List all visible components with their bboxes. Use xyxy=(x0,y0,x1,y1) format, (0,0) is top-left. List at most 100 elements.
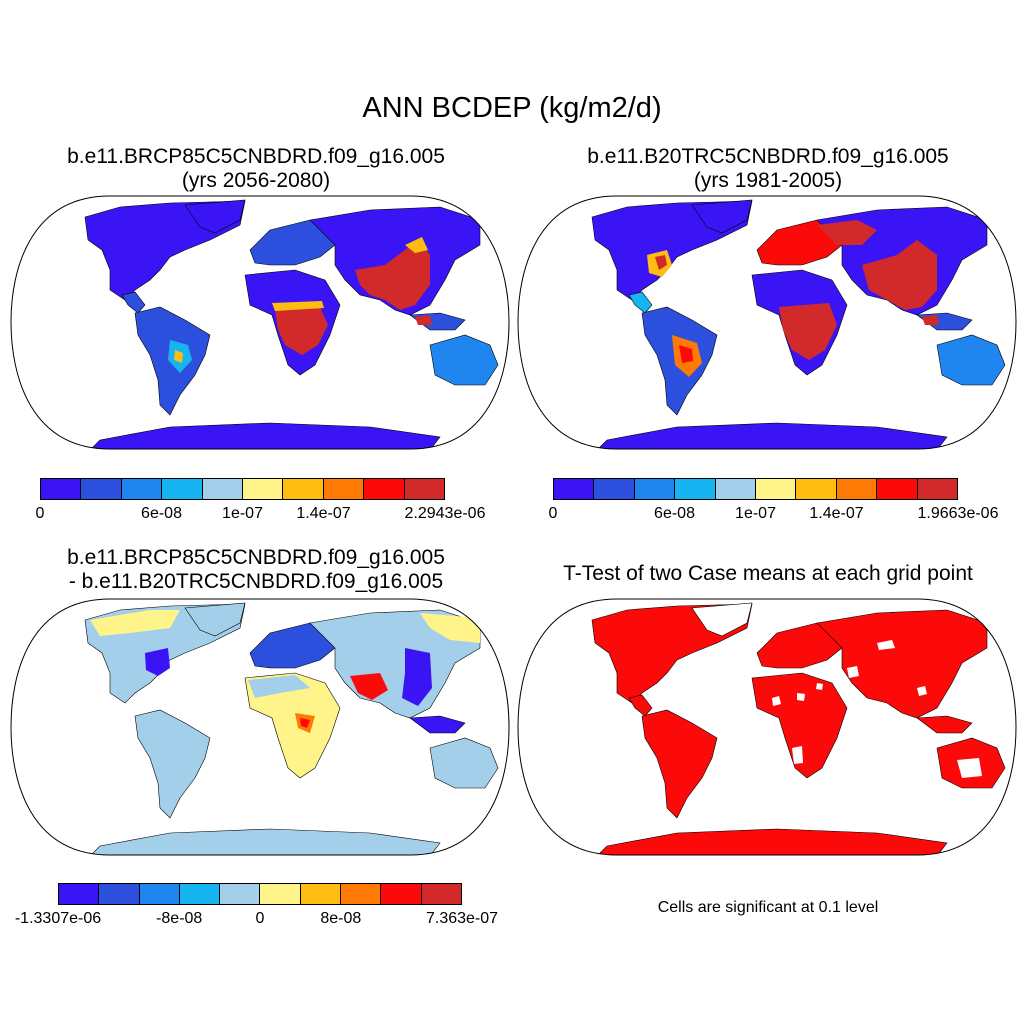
colorbar-present-tick: 1e-07 xyxy=(735,505,776,522)
map-ttest-frame xyxy=(517,598,1017,856)
colorbar-swatch xyxy=(220,884,261,904)
map-difference-na-north-pos xyxy=(90,610,180,636)
map-ttest-europe xyxy=(756,622,843,669)
colorbar-swatch xyxy=(836,479,878,499)
colorbar-swatch xyxy=(300,884,342,904)
colorbar-future-tick: 0 xyxy=(35,505,45,522)
colorbar-future: 0 6e-08 1e-07 1.4e-07 2.2943e-06 xyxy=(36,478,486,525)
map-present-europe xyxy=(756,219,843,266)
colorbar-swatch xyxy=(796,479,837,499)
colorbar-swatch xyxy=(202,479,244,499)
map-future-africa-hot xyxy=(275,307,328,355)
colorbar-swatch xyxy=(162,479,203,499)
figure-title: ANN BCDEP (kg/m2/d) xyxy=(362,92,662,124)
map-future-frame xyxy=(10,195,510,450)
map-future-greenland xyxy=(184,199,246,234)
map-future-sa-warm xyxy=(174,350,183,363)
colorbar-future-ticks: 0 6e-08 1e-07 1.4e-07 2.2943e-06 xyxy=(36,505,486,525)
map-ttest-central-america xyxy=(628,694,653,717)
map-future-central-america xyxy=(121,291,146,314)
colorbar-present-boxes xyxy=(553,478,958,500)
panel-future-title: b.e11.BRCP85C5CNBDRD.f09_g16.005 (yrs 20… xyxy=(0,145,512,193)
colorbar-swatch xyxy=(554,479,595,499)
colorbar-swatch xyxy=(421,884,461,904)
colorbar-swatch xyxy=(283,479,324,499)
map-ttest-asia xyxy=(816,609,988,719)
map-future-australia xyxy=(429,334,499,386)
colorbar-swatch xyxy=(260,884,301,904)
panel-present-title-line1: b.e11.B20TRC5CNBDRD.f09_g16.005 xyxy=(587,145,949,168)
colorbar-swatch xyxy=(877,479,918,499)
colorbar-swatch xyxy=(364,479,405,499)
colorbar-future-tick: 6e-08 xyxy=(141,505,182,522)
map-future-asia-hot xyxy=(355,240,430,310)
map-present-africa-hot xyxy=(779,303,837,360)
map-present-asia-hot xyxy=(862,240,937,310)
panel-difference-title-line1: b.e11.BRCP85C5CNBDRD.f09_g16.005 xyxy=(67,546,445,569)
colorbar-difference-tick: -8e-08 xyxy=(156,910,203,927)
map-difference-africa-north-neg xyxy=(248,675,310,698)
colorbar-swatch xyxy=(381,884,422,904)
colorbar-swatch xyxy=(99,884,140,904)
map-difference-frame xyxy=(10,598,510,856)
colorbar-swatch xyxy=(139,884,180,904)
colorbar-present-ticks: 0 6e-08 1e-07 1.4e-07 1.9663e-06 xyxy=(549,505,999,525)
colorbar-swatch xyxy=(715,479,757,499)
panel-difference-title: b.e11.BRCP85C5CNBDRD.f09_g16.005 - b.e11… xyxy=(0,546,512,594)
map-difference-antarctica xyxy=(89,828,441,855)
colorbar-swatch xyxy=(81,479,122,499)
colorbar-swatch xyxy=(243,479,284,499)
colorbar-swatch xyxy=(594,479,635,499)
colorbar-future-tick: 1.4e-07 xyxy=(296,505,351,522)
colorbar-difference: -1.3307e-06 -8e-08 0 8e-08 7.363e-07 xyxy=(15,883,498,928)
map-difference-europe xyxy=(249,622,336,669)
colorbar-swatch xyxy=(341,884,382,904)
map-present-sa-hot xyxy=(679,345,693,363)
map-ttest-greenland xyxy=(691,602,753,637)
map-present-antarctica xyxy=(596,422,948,449)
colorbar-difference-tick: 7.363e-07 xyxy=(425,910,499,927)
map-future xyxy=(10,195,510,450)
map-difference-south-america xyxy=(134,709,211,819)
map-ttest-antarctica xyxy=(596,828,948,855)
colorbar-swatch xyxy=(179,884,221,904)
map-difference-africa-core xyxy=(300,718,310,728)
map-present xyxy=(517,195,1017,450)
colorbar-future-tick: 1e-07 xyxy=(222,505,263,522)
colorbar-present-tick: 1.9663e-06 xyxy=(917,505,999,522)
map-difference-na-east-neg xyxy=(145,648,170,676)
colorbar-difference-boxes xyxy=(58,883,462,905)
map-ttest-se-asia xyxy=(916,715,973,734)
colorbar-swatch xyxy=(404,479,445,499)
map-difference-se-asia xyxy=(409,715,466,734)
map-ttest-asia-gaps xyxy=(847,640,927,696)
panel-difference-title-line2: - b.e11.B20TRC5CNBDRD.f09_g16.005 xyxy=(68,570,444,593)
map-future-indonesia-hot xyxy=(415,315,432,325)
map-future-asia-warm xyxy=(405,237,428,253)
colorbar-swatch xyxy=(675,479,716,499)
map-present-indonesia-hot xyxy=(922,315,939,325)
map-difference-siberia-pos xyxy=(420,613,480,643)
colorbar-swatch xyxy=(634,479,676,499)
map-future-antarctica xyxy=(89,422,441,449)
map-present-central-america xyxy=(628,291,653,314)
map-difference-australia xyxy=(429,737,499,789)
colorbar-difference-tick: 8e-08 xyxy=(320,910,362,927)
panel-ttest-title-line1: T-Test of two Case means at each grid po… xyxy=(563,562,973,585)
colorbar-present: 0 6e-08 1e-07 1.4e-07 1.9663e-06 xyxy=(549,478,999,525)
map-difference-india-pos xyxy=(350,673,388,700)
colorbar-swatch xyxy=(121,479,163,499)
map-ttest-australia-gap xyxy=(957,758,982,778)
map-difference-greenland xyxy=(184,602,246,637)
map-present-greenland xyxy=(691,199,753,234)
map-ttest-africa-gaps xyxy=(772,683,823,764)
map-ttest xyxy=(517,598,1017,856)
map-present-australia xyxy=(936,334,1006,386)
ttest-significance-note: Cells are significant at 0.1 level xyxy=(657,899,879,916)
map-future-africa-warm xyxy=(272,301,324,311)
colorbar-swatch xyxy=(756,479,797,499)
panel-present-title: b.e11.B20TRC5CNBDRD.f09_g16.005 (yrs 198… xyxy=(512,145,1024,193)
colorbar-present-tick: 6e-08 xyxy=(654,505,695,522)
panel-present-title-line2: (yrs 1981-2005) xyxy=(693,169,843,192)
panel-future-title-line1: b.e11.BRCP85C5CNBDRD.f09_g16.005 xyxy=(67,145,445,168)
